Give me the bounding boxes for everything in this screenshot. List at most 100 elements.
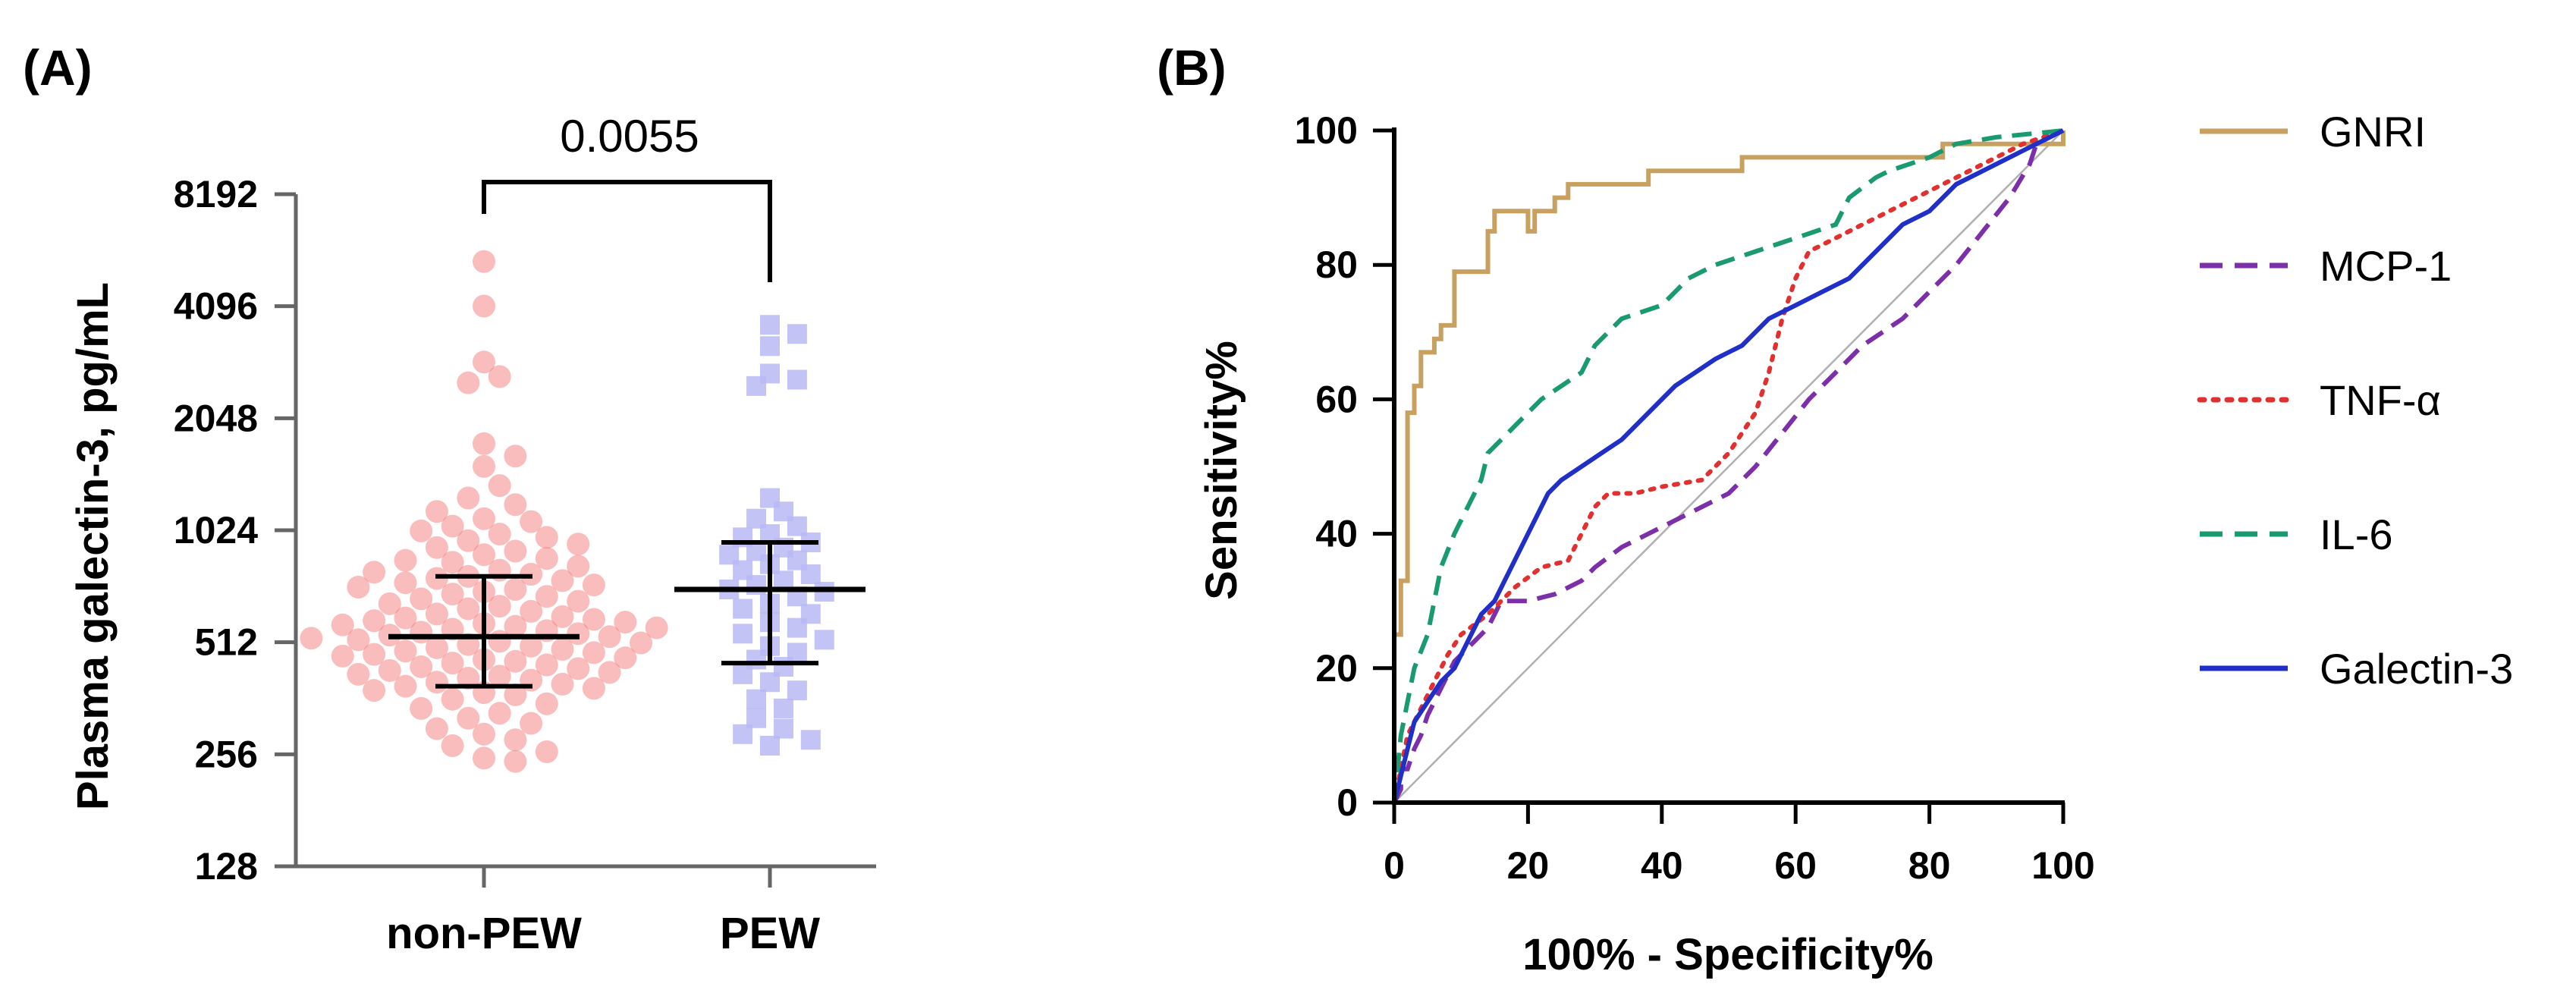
pew-data-point [760,735,780,756]
non-pew-data-point [425,671,448,694]
non-pew-data-point [520,634,543,658]
non-pew-data-point [347,662,370,686]
non-pew-data-point [457,529,480,552]
non-pew-data-point [582,608,605,631]
x-tick-label: 100 [2031,844,2094,887]
non-pew-data-point [488,665,511,688]
non-pew-data-point [410,696,433,720]
non-pew-data-point [488,702,511,725]
non-pew-data-point [614,646,637,670]
non-pew-data-point [457,666,480,690]
non-pew-data-point [582,677,605,700]
non-pew-data-point [363,679,386,702]
non-pew-data-point [582,573,605,597]
panel-b-x-axis-title: 100% - Specificity% [1522,930,1934,979]
non-pew-data-point [535,692,558,715]
non-pew-data-point [473,432,495,455]
non-pew-data-point [614,611,637,634]
non-pew-data-point [567,589,590,613]
non-pew-data-point [331,613,354,636]
non-pew-data-point [457,371,480,394]
y-tick-label: 256 [195,733,258,775]
non-pew-data-point [441,551,464,574]
panel-a-data-points [300,250,834,773]
pew-data-point [733,664,753,684]
non-pew-data-point [504,445,527,468]
non-pew-data-point [551,672,574,696]
non-pew-data-point [520,510,543,533]
pew-data-point [746,376,767,396]
non-pew-data-point [551,638,574,661]
non-pew-data-point [473,294,495,318]
panel-a: (A) Plasma galectin-3, pg/mL 128 256 512 10… [23,39,876,958]
pew-data-point [733,624,753,644]
non-pew-data-point [473,250,495,273]
y-tick-label: 20 [1315,647,1358,690]
roc-line-il-6 [1392,128,2064,803]
pew-data-point [814,630,834,650]
non-pew-data-point [425,636,448,659]
non-pew-data-point [567,533,590,556]
roc-line-mcp-1 [1392,128,2065,804]
non-pew-data-point [425,500,448,523]
panel-a-x-categories: non-PEW PEW [386,866,820,958]
legend-label: MCP-1 [2320,242,2452,290]
non-pew-data-point [300,627,323,650]
non-pew-data-point [504,728,527,752]
non-pew-data-point [488,523,511,546]
non-pew-data-point [504,749,527,773]
roc-line-gnri [1392,130,2066,803]
roc-curves [1392,128,2066,805]
p-value-annotation: 0.0055 [560,111,699,162]
non-pew-data-point [410,655,433,678]
non-pew-data-point [378,592,401,615]
non-pew-data-point [394,606,417,630]
category-label: non-PEW [386,909,582,958]
pew-data-point [760,315,780,335]
non-pew-data-point [378,658,401,682]
pew-data-point [773,698,793,718]
pew-data-point [800,730,821,750]
y-tick-label: 512 [195,621,258,664]
x-tick-label: 0 [1384,844,1405,887]
non-pew-data-point [535,653,558,677]
non-pew-data-point [504,539,527,563]
non-pew-data-point [598,625,621,649]
non-pew-data-point [504,578,527,602]
pew-data-point [800,564,821,584]
non-pew-data-point [457,706,480,730]
significance-bracket [482,180,772,282]
non-pew-data-point [425,536,448,559]
x-tick-label: 40 [1641,844,1683,887]
y-tick-label: 1024 [174,509,258,551]
panel-a-y-axis-title: Plasma galectin-3, pg/mL [68,282,118,810]
non-pew-data-point [535,526,558,549]
pew-data-point [733,599,753,619]
non-pew-data-point [363,643,386,666]
non-pew-data-point [504,614,527,638]
x-tick-label: 60 [1774,844,1817,887]
non-pew-data-point [394,571,417,595]
non-pew-data-point [410,587,433,611]
non-pew-data-point [488,474,511,498]
y-tick-label: 8192 [174,173,258,215]
pew-data-point [746,689,767,709]
panel-b: (B) Sensitivity% 100% - Specificity% 0 20… [1157,39,2513,979]
non-pew-data-point [441,734,464,757]
pew-data-point [733,724,753,744]
pew-data-point [787,324,807,344]
pew-data-point [773,718,793,739]
non-pew-data-point [473,507,495,530]
panel-b-x-ticks: 0 20 40 60 80 100 [1384,803,2095,887]
pew-data-point [760,336,780,357]
non-pew-data-point [441,652,464,675]
legend-label: TNF-α [2320,376,2441,424]
non-pew-data-point [520,599,543,623]
x-tick-label: 20 [1507,844,1550,887]
non-pew-data-point [567,657,590,680]
non-pew-data-point [473,454,495,478]
non-pew-data-point [441,687,464,711]
category-label: PEW [720,909,820,958]
non-pew-data-point [473,350,495,374]
